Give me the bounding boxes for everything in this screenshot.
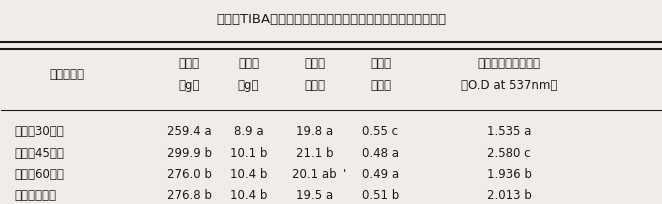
Text: （O.D at 537nm）: （O.D at 537nm）	[461, 79, 557, 92]
Text: 1.936 b: 1.936 b	[487, 168, 532, 181]
Text: （％）: （％）	[304, 79, 325, 92]
Text: 表２　TIBAの時期別処理が「巨峰」の果実品質に及ぼす影響: 表２ TIBAの時期別処理が「巨峰」の果実品質に及ぼす影響	[216, 13, 446, 26]
Text: 299.9 b: 299.9 b	[167, 147, 212, 160]
Text: 0.49 a: 0.49 a	[362, 168, 399, 181]
Text: 10.4 b: 10.4 b	[230, 188, 267, 202]
Text: 2.013 b: 2.013 b	[487, 188, 532, 202]
Text: 21.1 b: 21.1 b	[296, 147, 333, 160]
Text: 10.4 b: 10.4 b	[230, 168, 267, 181]
Text: 276.8 b: 276.8 b	[167, 188, 212, 202]
Text: 糖　度: 糖 度	[304, 58, 325, 70]
Text: 滴定酸: 滴定酸	[370, 58, 391, 70]
Text: 満開後45日目: 満開後45日目	[15, 147, 64, 160]
Text: 一粒重: 一粒重	[238, 58, 259, 70]
Text: 19.5 a: 19.5 a	[296, 188, 333, 202]
Text: 1.535 a: 1.535 a	[487, 125, 531, 138]
Text: 259.4 a: 259.4 a	[167, 125, 212, 138]
Text: 処　理　区: 処 理 区	[50, 68, 85, 81]
Text: 満開後30日目: 満開後30日目	[15, 125, 64, 138]
Text: アントシアニン含量: アントシアニン含量	[477, 58, 540, 70]
Text: 果房重: 果房重	[179, 58, 200, 70]
Text: 10.1 b: 10.1 b	[230, 147, 267, 160]
Text: 満開後60日目: 満開後60日目	[15, 168, 64, 181]
Text: 0.51 b: 0.51 b	[362, 188, 399, 202]
Text: ': '	[342, 168, 346, 181]
Text: （％）: （％）	[370, 79, 391, 92]
Text: 0.55 c: 0.55 c	[362, 125, 399, 138]
Text: 276.0 b: 276.0 b	[167, 168, 212, 181]
Text: 対　　　　照: 対 照	[15, 188, 56, 202]
Text: 8.9 a: 8.9 a	[234, 125, 263, 138]
Text: （g）: （g）	[238, 79, 260, 92]
Text: 20.1 ab: 20.1 ab	[292, 168, 337, 181]
Text: 19.8 a: 19.8 a	[296, 125, 333, 138]
Text: （g）: （g）	[179, 79, 200, 92]
Text: 2.580 c: 2.580 c	[487, 147, 531, 160]
Text: 0.48 a: 0.48 a	[362, 147, 399, 160]
